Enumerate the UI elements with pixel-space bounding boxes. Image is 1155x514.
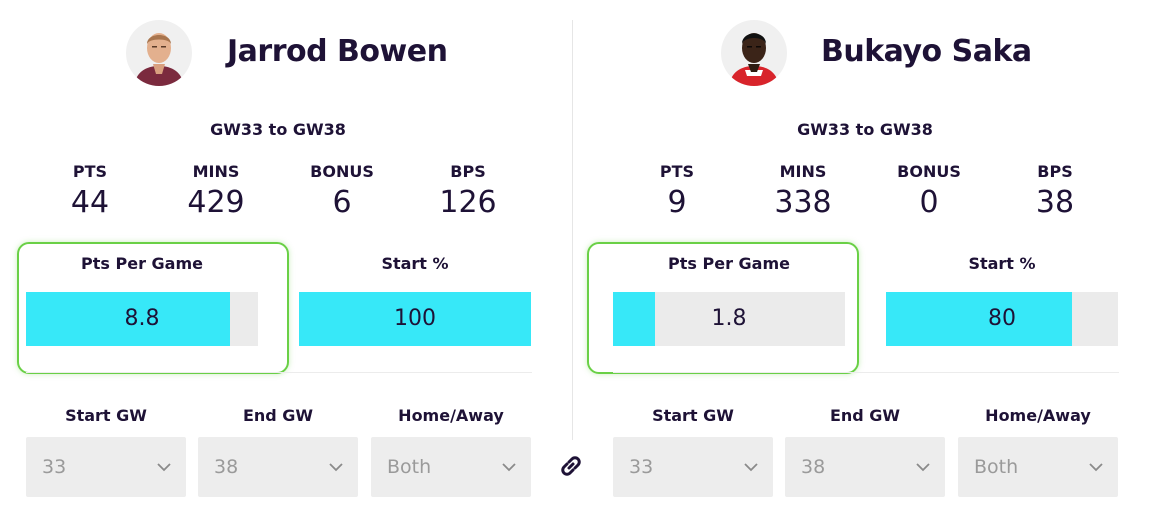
start-pct-box: Start % 80 bbox=[886, 242, 1118, 352]
player-panel-left: Jarrod Bowen GW33 to GW38 PTS 44 MINS 42… bbox=[0, 0, 560, 514]
column-divider bbox=[572, 20, 573, 440]
home-away-label: Home/Away bbox=[985, 406, 1091, 425]
pts-per-game-bar: 1.8 bbox=[613, 292, 845, 346]
home-away-value: Both bbox=[387, 456, 432, 478]
player-panel-right: Bukayo Saka GW33 to GW38 PTS 9 MINS 338 … bbox=[587, 0, 1147, 514]
stat-mins: MINS 429 bbox=[166, 162, 266, 220]
stat-pts: PTS 44 bbox=[40, 162, 140, 220]
stat-label: BONUS bbox=[310, 162, 374, 181]
start-pct-value: 80 bbox=[988, 306, 1016, 331]
stat-value: 338 bbox=[774, 185, 832, 220]
home-away-select[interactable]: Both bbox=[958, 437, 1118, 497]
start-pct-value: 100 bbox=[394, 306, 436, 331]
player-avatar-icon bbox=[134, 33, 184, 86]
pts-per-game-value: 8.8 bbox=[124, 306, 160, 331]
stat-label: BPS bbox=[450, 162, 486, 181]
stat-value: 38 bbox=[1035, 185, 1075, 220]
start-gw-value: 33 bbox=[42, 456, 67, 478]
chevron-down-icon bbox=[744, 463, 758, 472]
stat-bonus: BONUS 6 bbox=[292, 162, 392, 220]
start-pct-bar: 100 bbox=[299, 292, 531, 346]
start-pct-box: Start % 100 bbox=[299, 242, 531, 352]
player-name: Bukayo Saka bbox=[821, 34, 1032, 69]
stat-value: 0 bbox=[919, 185, 939, 220]
end-gw-value: 38 bbox=[801, 456, 826, 478]
end-gw-select[interactable]: 38 bbox=[785, 437, 945, 497]
gameweek-range: GW33 to GW38 bbox=[210, 120, 346, 139]
pts-per-game-label: Pts Per Game bbox=[81, 254, 203, 273]
chevron-down-icon bbox=[329, 463, 343, 472]
stat-bonus: BONUS 0 bbox=[879, 162, 979, 220]
chevron-down-icon bbox=[916, 463, 930, 472]
pts-per-game-fill bbox=[613, 292, 655, 346]
stat-label: BONUS bbox=[897, 162, 961, 181]
start-gw-select[interactable]: 33 bbox=[26, 437, 186, 497]
player-avatar bbox=[126, 20, 192, 86]
section-divider bbox=[613, 372, 1119, 373]
section-divider bbox=[26, 372, 532, 373]
stat-label: MINS bbox=[779, 162, 827, 181]
start-pct-fill bbox=[299, 292, 531, 346]
home-away-value: Both bbox=[974, 456, 1019, 478]
stat-value: 126 bbox=[439, 185, 497, 220]
chevron-down-icon bbox=[157, 463, 171, 472]
chevron-down-icon bbox=[1089, 463, 1103, 472]
start-gw-label: Start GW bbox=[65, 406, 147, 425]
chevron-down-icon bbox=[502, 463, 516, 472]
pts-per-game-label: Pts Per Game bbox=[668, 254, 790, 273]
pts-per-game-box: Pts Per Game 8.8 bbox=[26, 242, 258, 352]
home-away-label: Home/Away bbox=[398, 406, 504, 425]
start-gw-select[interactable]: 33 bbox=[613, 437, 773, 497]
stat-value: 6 bbox=[332, 185, 352, 220]
link-icon[interactable] bbox=[556, 451, 586, 481]
player-avatar-icon bbox=[729, 33, 779, 86]
highlight-outline bbox=[587, 242, 859, 374]
start-pct-fill bbox=[886, 292, 1072, 346]
start-pct-label: Start % bbox=[968, 254, 1036, 273]
start-pct-label: Start % bbox=[381, 254, 449, 273]
stat-bps: BPS 38 bbox=[1005, 162, 1105, 220]
pts-per-game-bar: 8.8 bbox=[26, 292, 258, 346]
stat-label: BPS bbox=[1037, 162, 1073, 181]
gameweek-range: GW33 to GW38 bbox=[797, 120, 933, 139]
stat-value: 44 bbox=[70, 185, 110, 220]
stat-label: MINS bbox=[192, 162, 240, 181]
end-gw-label: End GW bbox=[829, 406, 901, 425]
stat-label: PTS bbox=[659, 162, 695, 181]
start-gw-label: Start GW bbox=[652, 406, 734, 425]
stat-value: 429 bbox=[187, 185, 245, 220]
stat-pts: PTS 9 bbox=[627, 162, 727, 220]
stat-label: PTS bbox=[72, 162, 108, 181]
end-gw-label: End GW bbox=[242, 406, 314, 425]
home-away-select[interactable]: Both bbox=[371, 437, 531, 497]
end-gw-value: 38 bbox=[214, 456, 239, 478]
start-gw-value: 33 bbox=[629, 456, 654, 478]
player-avatar bbox=[721, 20, 787, 86]
player-name: Jarrod Bowen bbox=[227, 34, 448, 69]
stat-bps: BPS 126 bbox=[418, 162, 518, 220]
end-gw-select[interactable]: 38 bbox=[198, 437, 358, 497]
highlight-outline bbox=[17, 242, 289, 374]
pts-per-game-fill bbox=[26, 292, 231, 346]
stat-mins: MINS 338 bbox=[753, 162, 853, 220]
pts-per-game-box: Pts Per Game 1.8 bbox=[613, 242, 845, 352]
stat-value: 9 bbox=[667, 185, 687, 220]
pts-per-game-value: 1.8 bbox=[711, 306, 747, 331]
start-pct-bar: 80 bbox=[886, 292, 1118, 346]
